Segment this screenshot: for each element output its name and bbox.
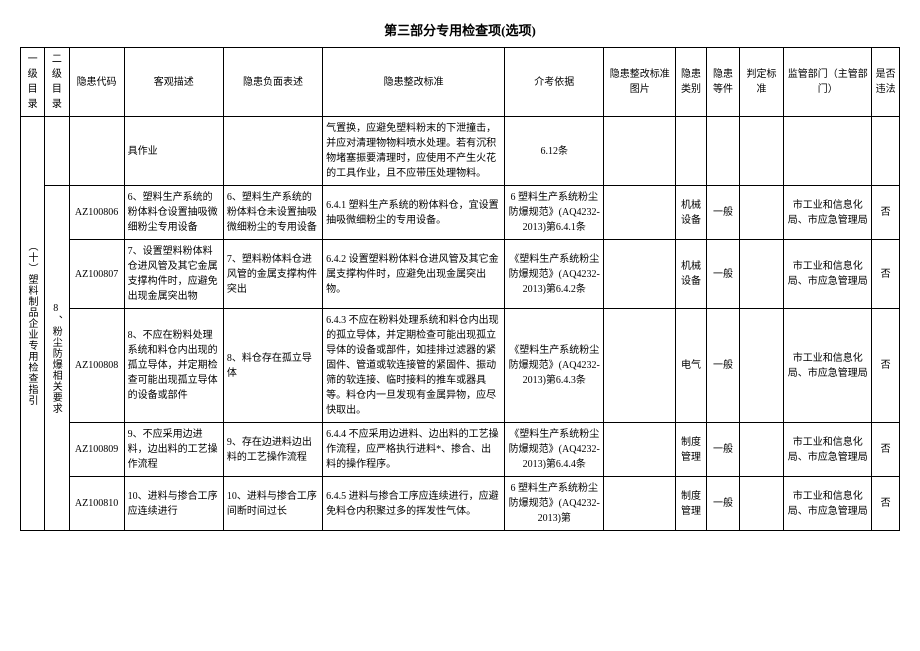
cell-lvl: 一般 [706,240,739,309]
cell-crit [740,423,784,477]
cell-lvl: 一般 [706,423,739,477]
page-title: 第三部分专用检查项(选项) [20,20,900,39]
cell-crit [740,477,784,531]
table-header-row: 一级目录 二级目录 隐患代码 客观描述 隐患负面表述 隐患整改标准 介考依据 隐… [21,48,900,117]
cell-l2: 8、粉尘防爆相关要求 [45,186,69,531]
cell-l1: （十）塑料制品企业专用检查指引 [21,117,45,531]
cell-lvl: 一般 [706,477,739,531]
header-l1: 一级目录 [21,48,45,117]
cell-ref: 6 塑料生产系统粉尘防爆规范》(AQ4232-2013)第 [505,477,604,531]
cell-std: 6.4.3 不应在粉料处理系统和料仓内出现的孤立导体，并定期检查可能出现孤立导体… [323,309,505,423]
cell-img [604,309,676,423]
cell-code: AZ100809 [69,423,124,477]
inspection-table: 一级目录 二级目录 隐患代码 客观描述 隐患负面表述 隐患整改标准 介考依据 隐… [20,47,900,531]
cell-dept: 市工业和信息化局、市应急管理局 [784,423,872,477]
cell-cat: 制度管理 [676,477,707,531]
cell-obj: 具作业 [124,117,223,186]
cell-neg [223,117,322,186]
cell-crit [740,117,784,186]
cell-dept: 市工业和信息化局、市应急管理局 [784,186,872,240]
cell-img [604,423,676,477]
header-img: 隐患整改标准图片 [604,48,676,117]
table-row: （十）塑料制品企业专用检查指引具作业气置换，应避免塑料粉末的下泄撞击，并应对清理… [21,117,900,186]
cell-std: 6.4.2 设置塑料粉体料仓进风管及其它金属支撑构件时，应避免出现金属突出物。 [323,240,505,309]
header-code: 隐患代码 [69,48,124,117]
cell-dept: 市工业和信息化局、市应急管理局 [784,309,872,423]
cell-neg: 9、存在边进料边出料的工艺操作流程 [223,423,322,477]
cell-crit [740,240,784,309]
cell-ill [872,117,900,186]
cell-neg: 8、料仓存在孤立导体 [223,309,322,423]
table-row: AZ1008077、设置塑料粉体料仓进风管及其它金属支撑构件时，应避免出现金属突… [21,240,900,309]
cell-cat [676,117,707,186]
cell-img [604,240,676,309]
cell-ref: 《塑料生产系统粉尘防爆规范》(AQ4232-2013)第6.4.2条 [505,240,604,309]
cell-std: 气置换，应避免塑料粉末的下泄撞击，并应对清理物物料喷水处理。若有沉积物堵塞振要清… [323,117,505,186]
cell-ill: 否 [872,423,900,477]
cell-img [604,477,676,531]
cell-ill: 否 [872,240,900,309]
header-lvl: 隐患等件 [706,48,739,117]
cell-lvl: 一般 [706,309,739,423]
header-ill: 是否违法 [872,48,900,117]
cell-obj: 7、设置塑料粉体料仓进风管及其它金属支撑构件时，应避免出现金属突出物 [124,240,223,309]
cell-std: 6.4.5 进料与掺合工序应连续进行，应避免料仓内积聚过多的挥发性气体。 [323,477,505,531]
header-l2: 二级目录 [45,48,69,117]
header-std: 隐患整改标准 [323,48,505,117]
cell-obj: 9、不应采用边进料，边出料的工艺操作流程 [124,423,223,477]
cell-obj: 8、不应在粉料处理系统和料仓内出现的孤立导体，并定期检查可能出现孤立导体的设备或… [124,309,223,423]
cell-neg: 7、塑料粉体料仓进风管的金属支撑构件突出 [223,240,322,309]
cell-code: AZ100806 [69,186,124,240]
cell-ref: 6.12条 [505,117,604,186]
cell-crit [740,186,784,240]
header-dept: 监管部门（主管部门） [784,48,872,117]
header-ref: 介考依据 [505,48,604,117]
cell-ref: 《塑料生产系统粉尘防爆规范》(AQ4232-2013)第6.4.3条 [505,309,604,423]
cell-dept [784,117,872,186]
cell-cat: 机械设备 [676,240,707,309]
header-crit: 判定标准 [740,48,784,117]
header-cat: 隐患类别 [676,48,707,117]
cell-lvl: 一般 [706,186,739,240]
cell-obj: 10、进料与掺合工序应连续进行 [124,477,223,531]
cell-cat: 机械设备 [676,186,707,240]
cell-code [69,117,124,186]
cell-ill: 否 [872,186,900,240]
table-row: AZ1008088、不应在粉料处理系统和料仓内出现的孤立导体，并定期检查可能出现… [21,309,900,423]
cell-ref: 6 塑料生产系统粉尘防爆规范》(AQ4232-2013)第6.4.1条 [505,186,604,240]
cell-lvl [706,117,739,186]
cell-code: AZ100810 [69,477,124,531]
cell-cat: 电气 [676,309,707,423]
cell-std: 6.4.4 不应采用边进料、边出料的工艺操作流程，应严格执行进料*、掺合、出料的… [323,423,505,477]
table-row: AZ10081010、进料与掺合工序应连续进行10、进料与掺合工序间断时间过长6… [21,477,900,531]
table-row: 8、粉尘防爆相关要求AZ1008066、塑料生产系统的粉体料仓设置抽吸微细粉尘专… [21,186,900,240]
cell-img [604,186,676,240]
cell-ill: 否 [872,477,900,531]
cell-code: AZ100807 [69,240,124,309]
table-row: AZ1008099、不应采用边进料，边出料的工艺操作流程9、存在边进料边出料的工… [21,423,900,477]
header-obj: 客观描述 [124,48,223,117]
cell-l2-blank [45,117,69,186]
header-neg: 隐患负面表述 [223,48,322,117]
cell-std: 6.4.1 塑料生产系统的粉体料仓，宜设置抽吸微细粉尘的专用设备。 [323,186,505,240]
cell-neg: 6、塑料生产系统的粉体料仓未设置抽吸微细粉尘的专用设备 [223,186,322,240]
cell-obj: 6、塑料生产系统的粉体料仓设置抽吸微细粉尘专用设备 [124,186,223,240]
cell-img [604,117,676,186]
cell-dept: 市工业和信息化局、市应急管理局 [784,240,872,309]
cell-ref: 《塑料生产系统粉尘防爆规范》(AQ4232-2013)第6.4.4条 [505,423,604,477]
cell-crit [740,309,784,423]
cell-cat: 制度管理 [676,423,707,477]
cell-ill: 否 [872,309,900,423]
cell-dept: 市工业和信息化局、市应急管理局 [784,477,872,531]
cell-code: AZ100808 [69,309,124,423]
cell-neg: 10、进料与掺合工序间断时间过长 [223,477,322,531]
